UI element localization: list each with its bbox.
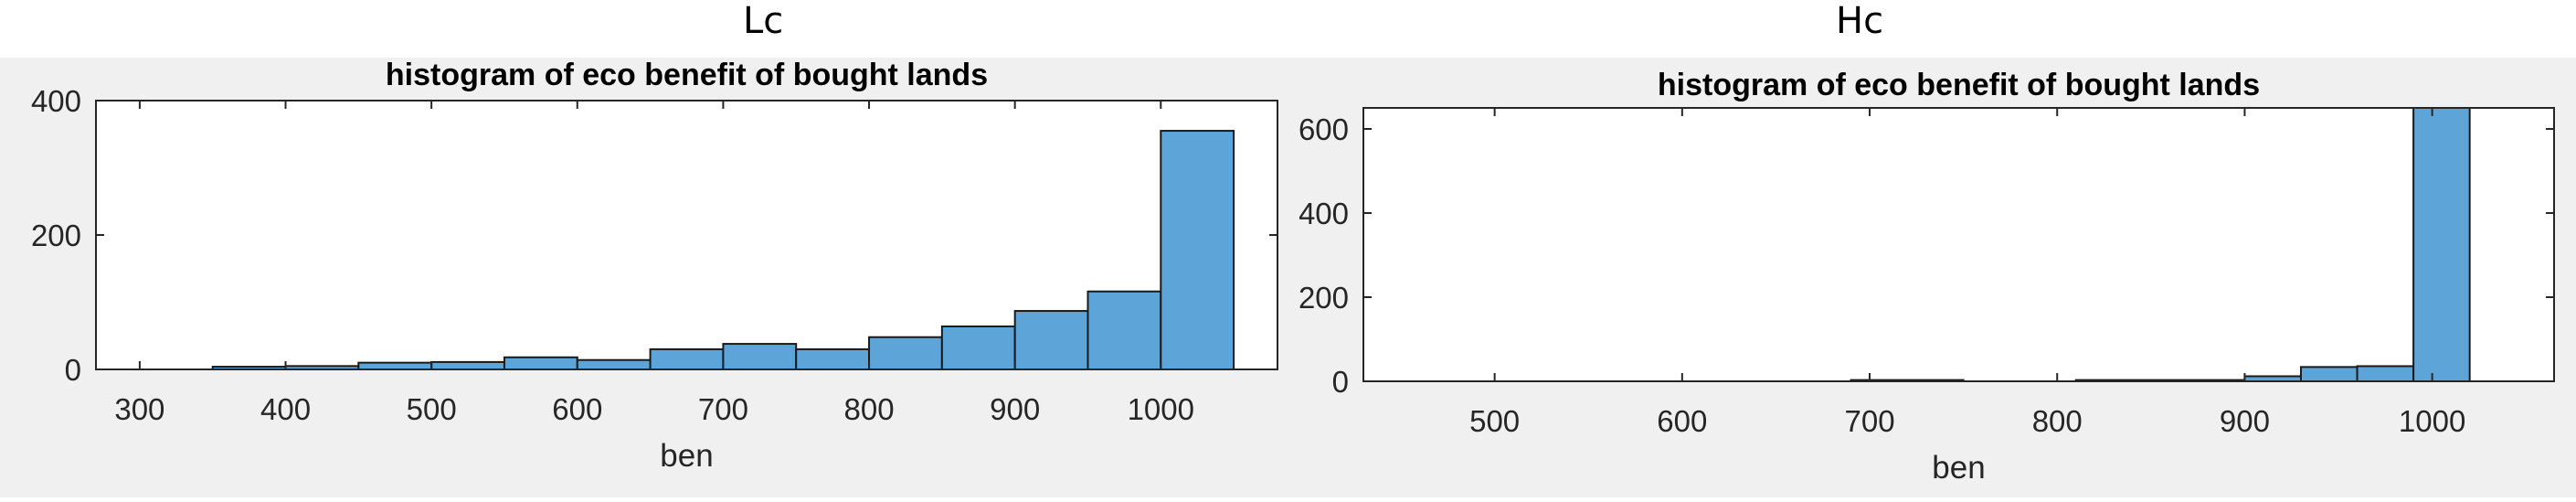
y-tick-label-hc-1: 200: [1299, 281, 1349, 315]
x-tick-label-lc-7: 1000: [1128, 392, 1194, 426]
y-tick-label-hc-0: 0: [1332, 365, 1349, 399]
histogram-bar-lc-13: [1087, 290, 1162, 371]
histogram-bar-hc-4: [2356, 365, 2415, 383]
histogram-bar-lc-8: [722, 343, 798, 371]
y-tick-label-hc-2: 400: [1299, 197, 1349, 230]
y-tick-label-lc-1: 200: [31, 219, 81, 252]
x-tick-label-lc-5: 800: [844, 392, 895, 426]
histogram-hc: 500 600 700 800 900 1000 0 200 400 600 histogram o…: [1299, 68, 2555, 486]
y-tick-label-hc-3: 600: [1299, 112, 1349, 146]
histogram-lc: 300 400 500 600 700 800 900 1000 0 200 400 histogra…: [31, 58, 1278, 474]
histogram-bar-lc-14: [1160, 130, 1235, 370]
x-tick-label-hc-2: 700: [1845, 404, 1895, 438]
x-tick-label-lc-4: 700: [698, 392, 748, 426]
x-tick-label-hc-0: 500: [1469, 404, 1520, 438]
x-tick-label-lc-0: 300: [114, 392, 164, 426]
axes-box-hc: [1362, 107, 2555, 382]
x-tick-label-lc-2: 500: [407, 392, 457, 426]
histogram-bar-lc-12: [1013, 310, 1089, 370]
x-tick-label-lc-6: 900: [990, 392, 1040, 426]
histogram-bar-lc-9: [795, 347, 871, 371]
chart-title-hc: histogram of eco benefit of bought lands: [1658, 68, 2260, 102]
x-tick-label-hc-3: 800: [2032, 404, 2083, 438]
y-tick-label-lc-0: 0: [65, 353, 81, 387]
x-axis-label-lc: ben: [660, 438, 713, 474]
histogram-bar-lc-10: [868, 336, 943, 370]
chart-panel-lc: 300 400 500 600 700 800 900 1000 0 200 400 histogra…: [0, 58, 1299, 497]
chart-title-lc: histogram of eco benefit of bought lands: [386, 58, 988, 92]
histogram-bar-lc-11: [940, 325, 1016, 370]
x-tick-label-hc-5: 1000: [2399, 404, 2465, 438]
histogram-bar-hc-3: [2299, 366, 2359, 382]
y-tick-label-lc-2: 400: [31, 84, 81, 118]
histogram-bar-lc-7: [649, 347, 725, 371]
histogram-bar-lc-6: [576, 358, 652, 370]
x-tick-label-lc-1: 400: [260, 392, 311, 426]
panel-label-hc: Hc: [1836, 0, 1884, 42]
plot-area-hc: [1363, 108, 2554, 381]
histogram-bar-hc-5: [2412, 107, 2471, 382]
x-tick-label-hc-1: 600: [1657, 404, 1707, 438]
x-axis-label-hc: ben: [1932, 450, 1985, 486]
chart-panel-hc: 500 600 700 800 900 1000 0 200 400 600 histogram o…: [1299, 58, 2576, 497]
histogram-bar-lc-5: [503, 356, 578, 370]
histogram-bar-lc-4: [430, 360, 505, 371]
x-tick-label-lc-3: 600: [552, 392, 602, 426]
histogram-bar-lc-3: [357, 361, 433, 370]
panel-label-lc: Lc: [743, 0, 784, 42]
x-tick-label-hc-4: 900: [2220, 404, 2270, 438]
